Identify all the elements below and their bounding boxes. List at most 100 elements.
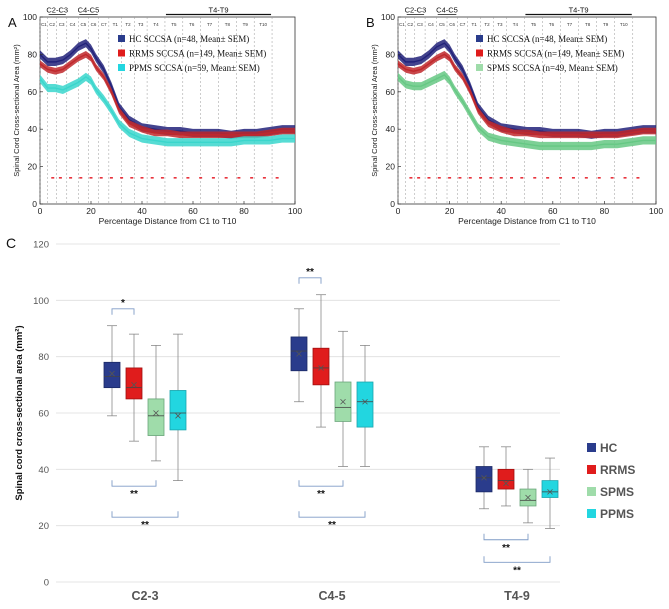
significance-marker (109, 177, 113, 179)
series-band-ppms (40, 72, 295, 147)
legend-label: RRMS SCCSA (n=149, Mean± SEM) (129, 49, 266, 59)
legend-swatch-rrms (587, 465, 596, 474)
vertebra-label: T3 (497, 22, 503, 27)
significance-marker (89, 177, 93, 179)
significance-marker (140, 177, 144, 179)
vertebra-label: T4 (513, 22, 519, 27)
vertebra-label: T8 (225, 22, 231, 27)
legend-label: PPMS (600, 507, 634, 521)
vertebra-label: T1 (113, 22, 119, 27)
significance-marker (79, 177, 83, 179)
legend-label: RRMS SCCSA (n=149, Mean± SEM) (487, 49, 624, 59)
legend-label: SPMS (600, 485, 634, 499)
legend-label: PPMS SCCSA (n=59, Mean± SEM) (129, 63, 260, 73)
legend-swatch-rrms (118, 49, 125, 57)
category-label: C4-5 (318, 589, 345, 603)
significance-marker (571, 177, 575, 179)
vertebra-label: T2 (125, 22, 131, 27)
legend-swatch-spms (476, 64, 483, 71)
y-tick-label: 80 (386, 49, 396, 59)
box-rrms (497, 468, 515, 490)
y-tick-label: 100 (33, 296, 49, 307)
region-label: T4-T9 (208, 6, 228, 15)
vertebra-label: T1 (471, 22, 477, 27)
significance-label: ** (328, 520, 336, 531)
significance-marker (262, 177, 266, 179)
x-tick-label: 20 (445, 206, 455, 216)
significance-label: * (121, 298, 125, 309)
vertebra-label: T7 (567, 22, 573, 27)
vertebra-label: C3 (59, 22, 65, 27)
box-ppms (169, 390, 187, 431)
x-tick-label: 100 (288, 206, 302, 216)
panel-label: A (8, 15, 17, 30)
box-hc (475, 466, 493, 493)
vertebra-label: C7 (101, 22, 107, 27)
vertebra-label: C5 (439, 22, 445, 27)
significance-marker (520, 177, 524, 179)
x-tick-label: 80 (600, 206, 610, 216)
significance-marker (546, 177, 550, 179)
significance-bracket (298, 277, 322, 284)
mean-marker (547, 489, 553, 495)
y-tick-label: 100 (381, 12, 395, 22)
box-spms (147, 398, 165, 436)
legend-swatch-hc (118, 35, 125, 42)
y-tick-label: 0 (32, 199, 37, 209)
significance-bracket (111, 480, 157, 487)
series-band-hc (398, 39, 656, 139)
legend-label: HC (600, 441, 618, 455)
vertebra-label: T2 (484, 22, 490, 27)
y-tick-label: 40 (38, 465, 49, 476)
legend-swatch-ppms (587, 509, 596, 518)
significance-marker (237, 177, 241, 179)
significance-marker (559, 177, 563, 179)
mean-marker (131, 382, 137, 388)
y-axis-label: Spinal Cord Cross-sectional Area (mm²) (370, 44, 379, 177)
significance-marker (160, 177, 164, 179)
legend-label: HC SCCSA (n=48, Mean± SEM) (129, 34, 249, 44)
significance-marker (468, 177, 472, 179)
significance-label: ** (141, 520, 149, 531)
significance-marker (99, 177, 103, 179)
vertebra-label: C4 (70, 22, 76, 27)
x-tick-label: 20 (86, 206, 96, 216)
y-axis-label: Spinal Cord Cross-sectional Area (mm²) (12, 44, 21, 177)
y-tick-label: 100 (23, 12, 37, 22)
y-tick-label: 40 (28, 124, 38, 134)
vertebra-label: C5 (80, 22, 86, 27)
region-label: C4-C5 (436, 6, 458, 15)
mean-marker (318, 365, 324, 371)
significance-label: ** (306, 267, 314, 278)
region-label: C2-C3 (46, 6, 68, 15)
x-axis-label: Percentage Distance from C1 to T10 (99, 216, 237, 226)
significance-marker (250, 177, 254, 179)
significance-marker (584, 177, 588, 179)
x-tick-label: 0 (38, 206, 43, 216)
x-tick-label: 40 (496, 206, 506, 216)
y-tick-label: 120 (33, 240, 49, 251)
panel-label: C (6, 235, 16, 251)
panel-a: C1 C2 C3 C4 C5 C6 C7 T1 T2 T3 T4 T5 T6 T7 T8 T9 T10 C2-C3… (8, 6, 302, 227)
significance-marker (58, 177, 62, 179)
panel-b: C1 C2 C3 C4 C5 C6 C7 T1 T2 T3 T4 T5 T6 T7 T8 T9 T10 C2-C3… (366, 6, 663, 227)
significance-label: ** (130, 489, 138, 500)
significance-bracket (483, 556, 551, 563)
panel-label: B (366, 15, 375, 30)
y-tick-label: 0 (390, 199, 395, 209)
legend-swatch-spms (587, 487, 596, 496)
y-tick-label: 0 (44, 578, 49, 589)
y-tick-label: 60 (38, 409, 49, 420)
legend-swatch-hc (587, 443, 596, 452)
significance-marker (533, 177, 537, 179)
y-tick-label: 80 (38, 352, 49, 363)
x-tick-label: 60 (548, 206, 558, 216)
x-tick-label: 40 (137, 206, 147, 216)
vertebra-label: T8 (585, 22, 591, 27)
significance-marker (199, 177, 203, 179)
significance-bracket (298, 480, 344, 487)
vertebra-label: C6 (91, 22, 97, 27)
significance-marker (499, 177, 503, 179)
region-label: C4-C5 (78, 6, 100, 15)
vertebra-label: T9 (243, 22, 249, 27)
